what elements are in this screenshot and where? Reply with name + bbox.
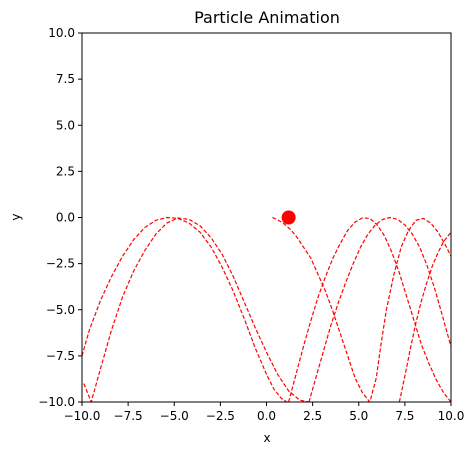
y-axis-label: y bbox=[9, 213, 23, 220]
plot-area bbox=[82, 210, 451, 402]
y-tick-label: 2.5 bbox=[56, 164, 75, 178]
x-axis-label: x bbox=[263, 431, 270, 445]
x-tick-label: −2.5 bbox=[206, 409, 235, 423]
trajectory-line-4 bbox=[308, 216, 451, 402]
y-tick-label: 10.0 bbox=[48, 26, 75, 40]
chart-title: Particle Animation bbox=[194, 8, 340, 27]
x-tick-label: −10.0 bbox=[64, 409, 101, 423]
trajectory-line-3 bbox=[288, 217, 451, 402]
y-tick-label: 5.0 bbox=[56, 118, 75, 132]
trajectory-line-2 bbox=[83, 217, 310, 402]
x-tick-label: −5.0 bbox=[160, 409, 189, 423]
y-tick-label: −7.5 bbox=[46, 349, 75, 363]
x-tick-label: 5.0 bbox=[349, 409, 368, 423]
trajectory-line-1 bbox=[82, 216, 288, 402]
y-tick-label: 7.5 bbox=[56, 72, 75, 86]
x-tick-label: 2.5 bbox=[303, 409, 322, 423]
y-tick-label: 0.0 bbox=[56, 211, 75, 225]
plot-frame bbox=[81, 32, 452, 403]
x-tick-label: −7.5 bbox=[114, 409, 143, 423]
x-tick-label: 7.5 bbox=[395, 409, 414, 423]
particle-point bbox=[281, 210, 296, 225]
y-axis: −10.0 −7.5 −5.0 −2.5 0.0 2.5 5.0 7.5 10.0 bbox=[38, 26, 82, 409]
y-tick-label: −10.0 bbox=[38, 395, 75, 409]
x-tick-label: 0.0 bbox=[257, 409, 276, 423]
x-axis: −10.0 −7.5 −5.0 −2.5 0.0 2.5 5.0 7.5 10.0 bbox=[64, 402, 465, 423]
x-tick-label: 10.0 bbox=[438, 409, 465, 423]
y-tick-label: −2.5 bbox=[46, 257, 75, 271]
trajectory-line-main bbox=[272, 216, 451, 402]
y-tick-label: −5.0 bbox=[46, 303, 75, 317]
